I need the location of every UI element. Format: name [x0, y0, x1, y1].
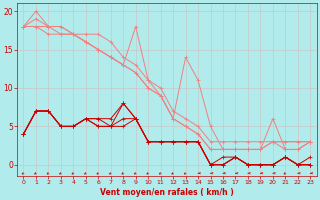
X-axis label: Vent moyen/en rafales ( km/h ): Vent moyen/en rafales ( km/h ) — [100, 188, 234, 197]
